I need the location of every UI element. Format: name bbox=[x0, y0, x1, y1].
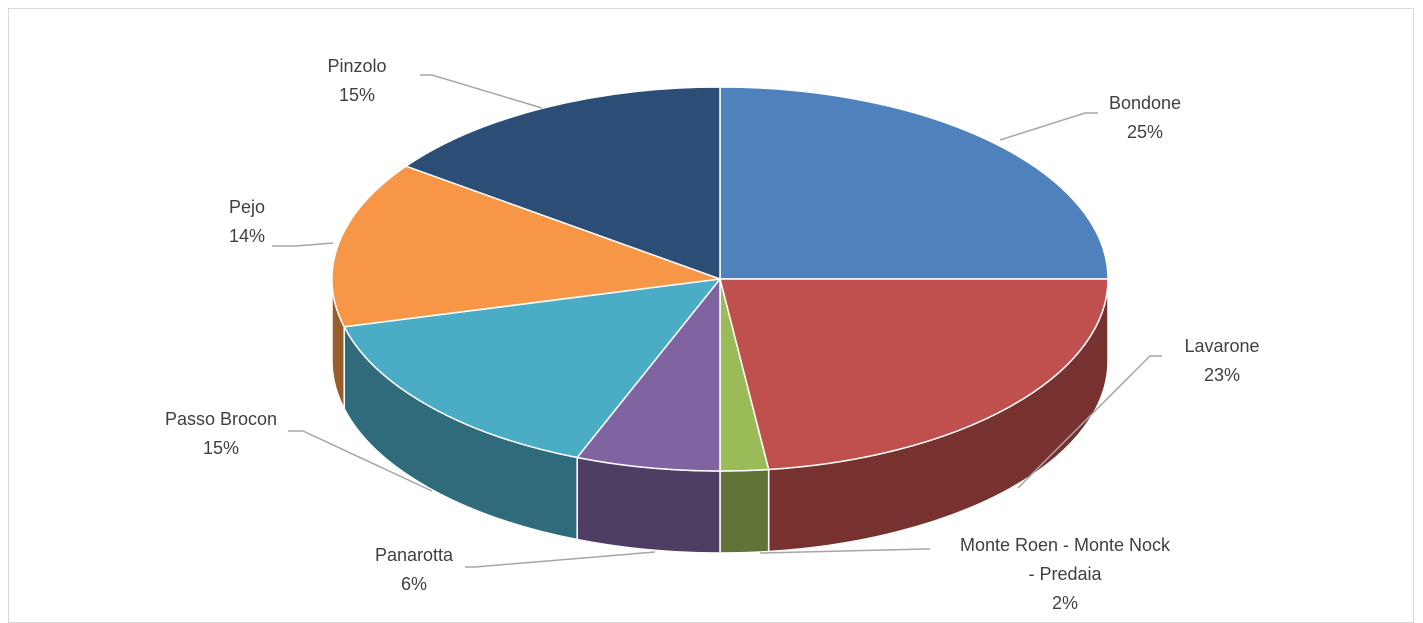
data-label-percent-lavarone: 23% bbox=[1204, 365, 1240, 385]
pie-slice-bondone bbox=[719, 86, 1109, 280]
data-label-category-bondone: Bondone bbox=[1109, 93, 1181, 113]
pie-side-monte-roen-monte-nock-predaia bbox=[719, 468, 770, 554]
leader-lines bbox=[272, 74, 1162, 568]
data-label-category-monte-roen-monte-nock-predaia: Monte Roen - Monte Nock bbox=[960, 535, 1171, 555]
data-label-percent-pinzolo: 15% bbox=[339, 85, 375, 105]
data-label-percent-monte-roen-monte-nock-predaia: 2% bbox=[1052, 593, 1078, 613]
data-label-percent-panarotta: 6% bbox=[401, 574, 427, 594]
data-labels: Bondone 25% Lavarone 23% Monte Roen - Monte … bbox=[165, 56, 1260, 613]
leader-line-monte-roen-monte-nock-predaia bbox=[759, 548, 930, 554]
leader-line-bondone bbox=[999, 112, 1098, 141]
pie-slice-passo-brocon bbox=[343, 278, 721, 459]
data-label-category-monte-roen-monte-nock-predaia-cont: - Predaia bbox=[1028, 564, 1102, 584]
leader-line-pinzolo bbox=[420, 74, 543, 109]
data-label-percent-passo-brocon: 15% bbox=[203, 438, 239, 458]
data-label-category-pejo: Pejo bbox=[229, 197, 265, 217]
pie-slice-panarotta bbox=[576, 278, 721, 472]
leader-line-pejo bbox=[272, 242, 334, 247]
pie-tops bbox=[331, 86, 1109, 472]
data-label-category-panarotta: Panarotta bbox=[375, 545, 454, 565]
pie-side-panarotta bbox=[576, 456, 721, 554]
data-label-category-pinzolo: Pinzolo bbox=[327, 56, 386, 76]
pie-slice-pejo bbox=[331, 165, 721, 328]
leader-line-passo-brocon bbox=[288, 430, 433, 492]
pie-slice-lavarone bbox=[719, 278, 1109, 471]
data-label-category-lavarone: Lavarone bbox=[1184, 336, 1259, 356]
data-label-percent-bondone: 25% bbox=[1127, 122, 1163, 142]
leader-line-panarotta bbox=[465, 551, 656, 568]
pie-slice-pinzolo bbox=[405, 86, 721, 280]
leader-line-lavarone bbox=[1017, 355, 1162, 489]
data-label-percent-pejo: 14% bbox=[229, 226, 265, 246]
data-label-category-passo-brocon: Passo Brocon bbox=[165, 409, 277, 429]
pie-sides bbox=[331, 278, 1109, 554]
